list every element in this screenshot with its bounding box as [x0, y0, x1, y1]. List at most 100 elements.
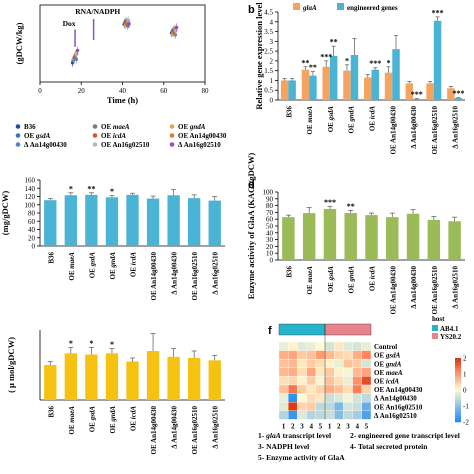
heatmap-cell [334, 376, 344, 386]
host-legend-entry: AB4.1 [440, 325, 459, 333]
legend-marker [169, 133, 175, 138]
colorbar-segment [455, 378, 461, 381]
bar [146, 198, 160, 246]
y-tick-label: 0 [270, 97, 274, 105]
heatmap-cell [278, 359, 289, 368]
category-label: OE An14g00430 [150, 406, 158, 455]
heatmap-cell [361, 384, 372, 394]
legend-entry: OE icdA [101, 132, 126, 140]
heatmap-cell [343, 350, 353, 360]
bar [427, 219, 441, 260]
category-label: OE gndA [109, 406, 117, 434]
heatmap-cell [288, 410, 298, 420]
bar [105, 353, 119, 400]
annotation-dox: Dox [63, 19, 76, 28]
heatmap-cell [315, 350, 326, 360]
y-tick-label: 80 [28, 210, 36, 218]
heatmap-cell [361, 376, 372, 386]
bar [188, 198, 201, 246]
y-tick-label: 40 [266, 229, 274, 237]
colorbar-segment [455, 364, 461, 367]
colorbar-segment [455, 414, 461, 417]
legend-marker [15, 124, 21, 129]
colorbar-tick-label: 0 [463, 387, 467, 395]
legend-marker [169, 124, 175, 129]
category-label: Δ An14g00430 [410, 266, 418, 309]
category-label: OE maeA [68, 252, 76, 281]
row-label: OE gsdA [374, 352, 401, 360]
heatmap-cell [297, 384, 307, 394]
data-point [126, 18, 131, 23]
y-tick-label: 100 [263, 189, 274, 197]
bar [343, 70, 351, 100]
data-point [174, 29, 178, 33]
colorbar-segment [455, 404, 461, 407]
heatmap-cell [306, 341, 316, 351]
category-label: OE gsdA [327, 106, 335, 133]
colorbar-tick-label: 1 [463, 371, 467, 379]
significance-mark: *** [452, 89, 464, 98]
colorbar-segment [455, 394, 461, 397]
heatmap-cell [297, 376, 307, 386]
category-label: OE maeA [68, 406, 76, 435]
y-tick-label: 0 [270, 257, 274, 265]
significance-mark: * [110, 340, 114, 349]
category-label: Δ An14g00430 [171, 252, 179, 295]
x-tick-label: 0 [38, 87, 42, 95]
bar [384, 72, 393, 100]
x-axis-label: Time (h) [107, 95, 138, 105]
heatmap-cell [288, 341, 298, 351]
heatmap-cell [306, 376, 316, 386]
heatmap-cell [334, 367, 344, 377]
bar [344, 213, 357, 260]
category-label: OE An14g00430 [150, 252, 158, 301]
column-label: 3 [346, 422, 350, 430]
bar [146, 351, 160, 400]
y-tick-label: 70 [266, 209, 274, 217]
heatmap-cell [334, 393, 344, 403]
data-point [75, 52, 79, 56]
heatmap-cell [324, 359, 335, 368]
category-label: OE icdA [130, 406, 138, 431]
bar [280, 80, 289, 100]
colorbar-segment [455, 368, 461, 371]
y-tick-label: 1 [270, 77, 274, 85]
heatmap-cell [278, 393, 289, 403]
heatmap-cell [324, 376, 335, 386]
colorbar-segment [455, 374, 461, 377]
heatmap-cell [343, 367, 353, 377]
legend-entry: Δ An16g02510 [178, 141, 221, 149]
heatmap-cell [288, 367, 298, 377]
y-axis-label: (gDCW/kg) [14, 22, 24, 64]
heatmap-cell [315, 359, 326, 368]
colorbar-segment [455, 400, 461, 403]
category-label: OE gndA [109, 252, 117, 280]
heatmap-cell [306, 367, 316, 377]
heatmap-cell [324, 367, 335, 377]
y-axis-label: Enzyme activity of GlaA (KAGI/gDCW) [246, 153, 256, 300]
bar [329, 56, 338, 100]
colorbar-segment [455, 418, 461, 421]
category-label: OE maeA [306, 106, 314, 135]
significance-mark: * [69, 184, 73, 193]
colorbar-tick-label: -2 [463, 419, 469, 427]
category-label: B36 [47, 406, 55, 418]
data-point [173, 32, 178, 37]
legend-entry: OE gsdA [24, 132, 51, 140]
legend-entry: OE An14g00430 [178, 132, 227, 140]
y-tick-label: 10 [266, 250, 274, 258]
heatmap-cell [343, 359, 353, 368]
significance-mark: ** [347, 202, 355, 211]
row-label: Δ An14g00430 [374, 395, 417, 403]
colorbar-segment [455, 390, 461, 393]
category-label: OE gsdA [88, 252, 96, 279]
colorbar-tick-label: 2 [463, 355, 467, 363]
colorbar-segment [455, 410, 461, 413]
host-legend-swatch [432, 325, 438, 331]
legend-engineered-genes: engineered genes [347, 4, 398, 12]
column-label: 3 [300, 422, 304, 430]
heatmap-cell [352, 341, 362, 351]
y-tick-label: 50 [266, 223, 274, 231]
heatmap-cell [315, 402, 326, 411]
